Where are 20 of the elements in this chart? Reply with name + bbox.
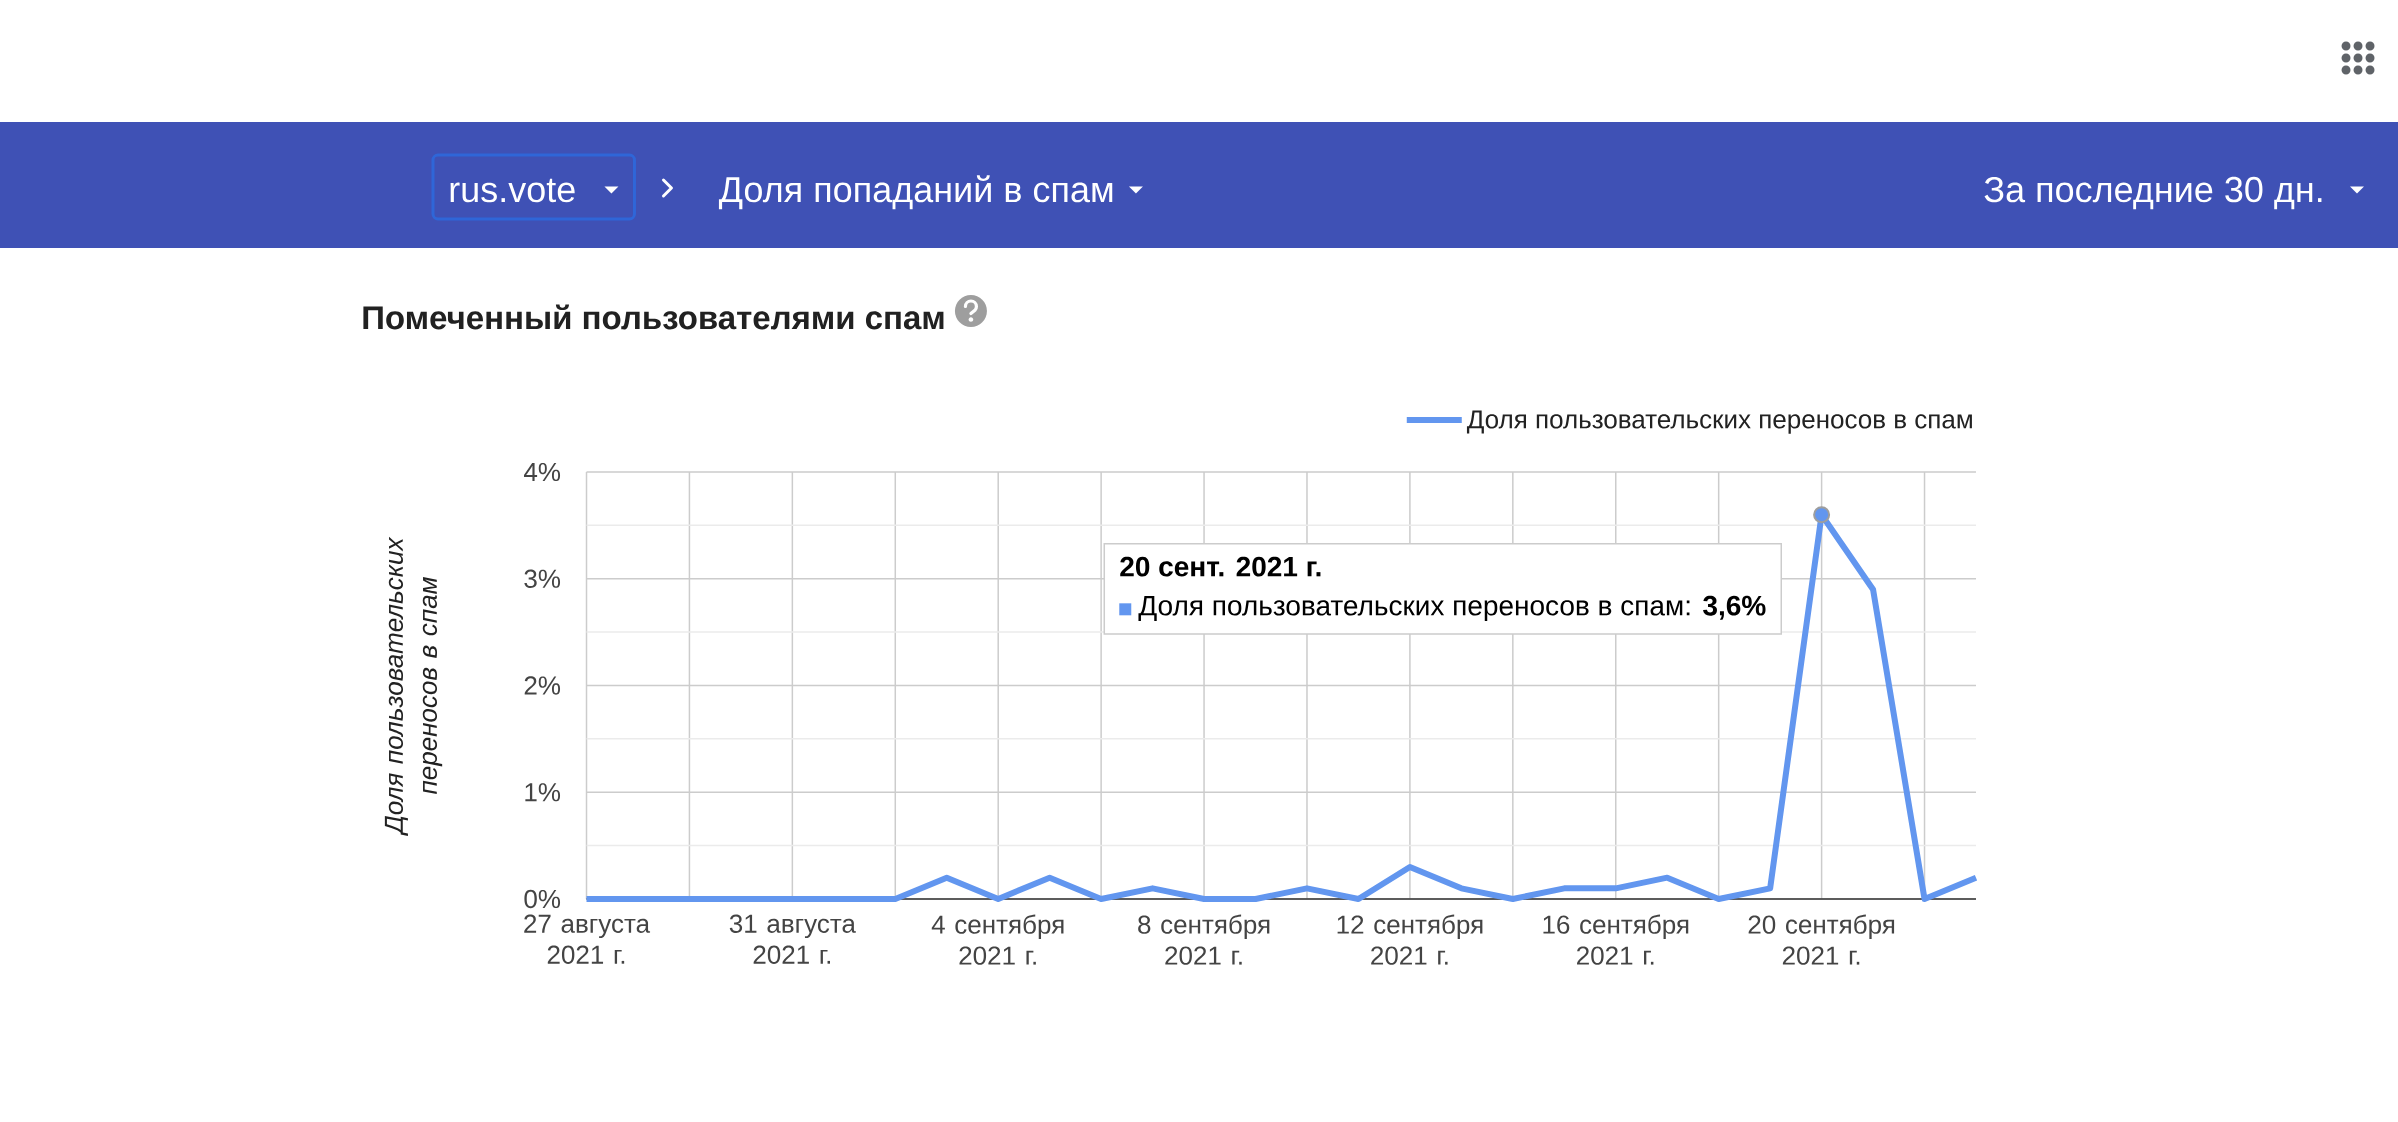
y-tick-label: 0%: [524, 889, 561, 909]
y-tick-label: 1%: [525, 783, 561, 802]
text: Доля попаданий в спам: [718, 175, 1113, 210]
y-tick-label: 3%: [524, 569, 561, 588]
chart-title: Помеченный пользователями спам: [363, 304, 944, 330]
x-tick-label: 12 сентября 2021 г.: [1337, 914, 1483, 965]
y-tick-label: 2%: [524, 676, 561, 695]
text: rus.vote: [450, 178, 575, 203]
x-tick-label: 16 сентября 2021 г.: [1543, 914, 1689, 965]
x-tick-label: 4 сентября 2021 г.: [931, 914, 1064, 965]
legend-label: Доля пользовательских переносов в спам: [1466, 410, 1972, 434]
x-tick-label: 8 сентября 2021 г.: [1138, 914, 1270, 965]
text: За последние 30 дн.: [1984, 176, 2322, 210]
x-tick-label: 27 августа 2021 г.: [524, 914, 651, 964]
annotation: Доля пользовательских переносов в спам: 3,6%: [1138, 595, 1766, 622]
y-axis-title: Доля пользовательских переносов в спам: [384, 536, 443, 836]
x-tick-label: 31 августа 2021 г.: [729, 914, 856, 964]
annotation: 20 сент. 2021 г.: [1120, 556, 1321, 577]
y-tick-label: 4%: [523, 462, 561, 482]
x-tick-label: 20 сентября 2021 г.: [1748, 914, 1895, 965]
